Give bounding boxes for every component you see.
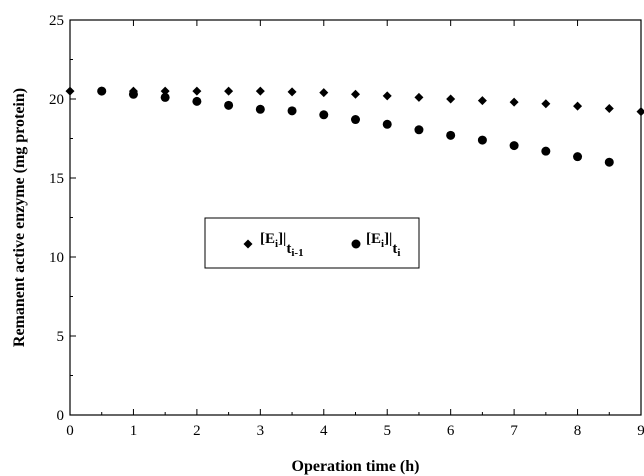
ticks: 0 1 2 3 4 5 6 7 8 9 0 5 10 15 20 25: [49, 13, 644, 439]
y-tick-label: 10: [49, 250, 64, 266]
series-2-point: [192, 96, 202, 106]
series-1-point: [224, 86, 234, 96]
x-tick-label: 1: [130, 423, 138, 439]
x-tick-label: 5: [383, 423, 391, 439]
series-1-point: [541, 99, 551, 109]
x-tick-label: 8: [574, 423, 582, 439]
x-tick-label: 0: [66, 423, 74, 439]
series-2-point: [382, 119, 392, 129]
legend-label-1: [Ei]|ti-1: [260, 231, 304, 259]
legend-label-2: [Ei]|ti: [366, 231, 400, 259]
series-2-point: [509, 141, 519, 151]
y-tick-label: 20: [49, 92, 64, 108]
series-1-point: [192, 86, 202, 96]
series-2-point: [319, 110, 329, 120]
series-2-point: [541, 146, 551, 156]
y-axis-title: Remanent active enzyme (mg protein): [11, 88, 28, 347]
series-2-point: [573, 152, 583, 162]
series-2-point: [446, 130, 456, 140]
series-1-point: [604, 103, 614, 113]
x-tick-label: 9: [637, 423, 644, 439]
series-1-point: [319, 88, 329, 98]
x-tick-label: 6: [447, 423, 455, 439]
series-2-point: [160, 92, 170, 102]
series-1-point: [446, 94, 456, 104]
x-tick-label: 3: [257, 423, 265, 439]
y-tick-label: 25: [49, 13, 64, 29]
series-2-point: [224, 100, 234, 110]
series-2-point: [414, 125, 424, 135]
legend-box: [204, 217, 420, 269]
series-1-point: [509, 97, 519, 107]
y-tick-label: 5: [57, 329, 65, 345]
series-2-point: [604, 157, 614, 167]
series-1-point: [414, 92, 424, 102]
series-1-point: [477, 96, 487, 106]
series-1-point: [160, 86, 170, 96]
series-2-point: [477, 135, 487, 145]
series-2-point: [287, 106, 297, 116]
series-2-point: [255, 104, 265, 114]
series-2-point: [128, 89, 138, 99]
series-2-point: [351, 115, 360, 125]
series-2-point: [97, 86, 107, 96]
y-tick-label: 0: [57, 408, 65, 424]
series-1-point: [636, 107, 644, 117]
series-1-point: [351, 89, 360, 99]
x-tick-label: 7: [510, 423, 518, 439]
series-1-point: [573, 101, 583, 111]
x-axis-title: Operation time (h): [292, 458, 420, 475]
series-1-point: [287, 87, 297, 97]
legend-marker-2: [351, 239, 361, 249]
series-1-point: [65, 86, 75, 96]
legend-marker-1: [243, 239, 253, 249]
x-tick-label: 4: [320, 423, 328, 439]
data-points: [65, 86, 644, 167]
x-tick-label: 2: [193, 423, 201, 439]
legend: [Ei]|ti-1 [Ei]|ti: [204, 217, 420, 269]
series-1-point: [382, 91, 392, 101]
y-tick-label: 15: [49, 171, 64, 187]
series-1-point: [255, 86, 265, 96]
